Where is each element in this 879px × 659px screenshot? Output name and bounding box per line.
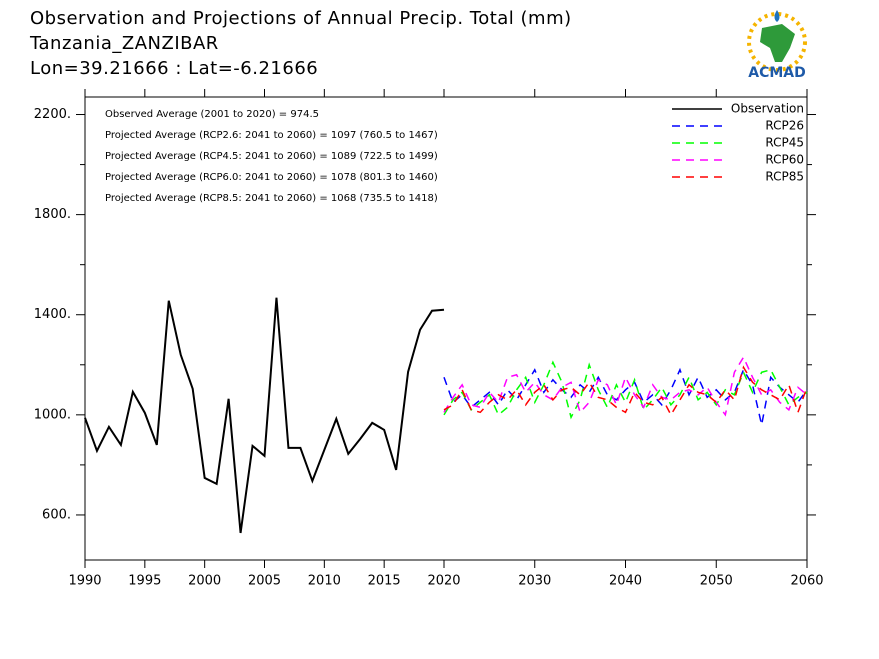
annotation: Observed Average (2001 to 2020) = 974.5 xyxy=(105,109,319,120)
x-tick-label: 2030 xyxy=(518,574,551,589)
legend-label: RCP45 xyxy=(765,136,804,150)
legend-label: RCP26 xyxy=(765,119,804,133)
x-tick-label: 2010 xyxy=(308,574,341,589)
x-tick-label: 1995 xyxy=(128,574,161,589)
series-line xyxy=(443,355,808,417)
y-tick-label: 2200. xyxy=(34,107,71,122)
annotation: Projected Average (RCP6.0: 2041 to 2060)… xyxy=(105,172,438,183)
x-tick-label: 2015 xyxy=(368,574,401,589)
annotation: Projected Average (RCP4.5: 2041 to 2060)… xyxy=(105,151,438,162)
plot-frame xyxy=(84,96,808,561)
x-tick-label: 2020 xyxy=(427,574,460,589)
x-tick-label: 2040 xyxy=(609,574,642,589)
x-tick-label: 2000 xyxy=(188,574,221,589)
logo-africa xyxy=(760,24,795,62)
x-tick-label: 2005 xyxy=(248,574,281,589)
location: Lon=39.21666 : Lat=-6.21666 xyxy=(30,58,318,79)
y-tick-label: 1000. xyxy=(34,407,71,422)
logo: ACMAD xyxy=(747,10,807,81)
annotation: Projected Average (RCP2.6: 2041 to 2060)… xyxy=(105,130,438,141)
annotation: Projected Average (RCP8.5: 2041 to 2060)… xyxy=(105,193,438,204)
series-line xyxy=(443,367,808,426)
legend-label: RCP85 xyxy=(765,170,804,184)
series-line xyxy=(443,360,808,420)
x-tick-label: 2050 xyxy=(700,574,733,589)
legend-label: RCP60 xyxy=(765,153,804,167)
x-tick-label: 1990 xyxy=(68,574,101,589)
y-tick-label: 600. xyxy=(42,507,71,522)
chart-subtitle: Tanzania_ZANZIBAR xyxy=(29,33,219,54)
series-line xyxy=(84,297,445,534)
legend-label: Observation xyxy=(731,102,804,116)
logo-drop xyxy=(774,10,780,22)
chart-title: Observation and Projections of Annual Pr… xyxy=(30,8,572,29)
y-tick-label: 1800. xyxy=(34,207,71,222)
logo-text: ACMAD xyxy=(748,65,806,81)
y-tick-label: 1400. xyxy=(34,307,71,322)
x-tick-label: 2060 xyxy=(790,574,823,589)
logo-ring xyxy=(747,12,807,72)
series-line xyxy=(443,365,808,417)
